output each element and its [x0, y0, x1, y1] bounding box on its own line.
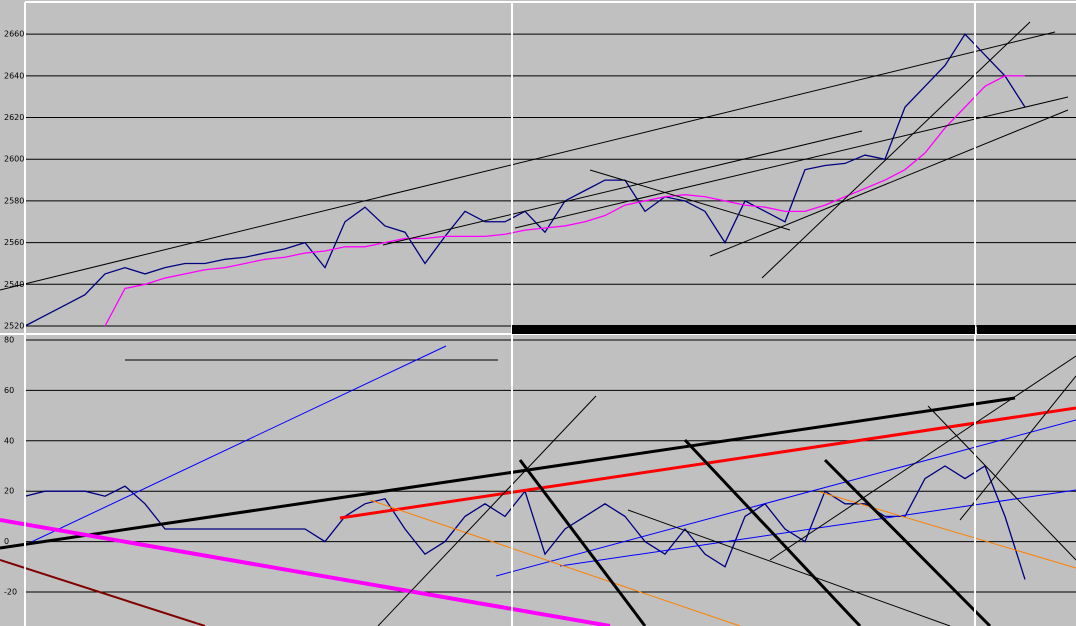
time-axis-strip	[512, 325, 975, 334]
trend-line	[819, 491, 1076, 569]
trend-line	[823, 458, 992, 626]
trend-line	[959, 375, 1076, 521]
trend-lines	[0, 21, 1076, 626]
y-tick-label: 2660	[4, 30, 24, 39]
trend-line	[382, 130, 863, 246]
y-tick-label: 20	[4, 487, 14, 496]
trend-line	[927, 405, 1076, 561]
time-axis-strip	[977, 325, 1076, 334]
y-tick-label: 2600	[4, 155, 24, 164]
series-line	[104, 75, 1025, 327]
y-tick-label: 40	[4, 436, 14, 445]
y-tick-label: 0	[4, 537, 9, 546]
trend-line	[0, 518, 611, 626]
trend-line	[683, 438, 862, 626]
y-tick-label: 2580	[4, 196, 24, 205]
trend-line	[769, 355, 1076, 561]
price-panel: 2520 2540 2560 2580 2600 2620 2640 2660	[4, 30, 1076, 331]
trend-line	[0, 559, 206, 626]
trend-line	[495, 419, 1076, 577]
y-tick-label: 2520	[4, 322, 24, 331]
trend-line	[518, 459, 647, 626]
y-tick-label: 2540	[4, 280, 24, 289]
y-tick-label: 2620	[4, 113, 24, 122]
trend-line	[627, 509, 951, 626]
y-tick-label: 60	[4, 386, 14, 395]
trend-line	[761, 21, 1031, 279]
trend-line	[369, 499, 741, 626]
y-tick-label: 2560	[4, 238, 24, 247]
trend-line	[0, 31, 1056, 291]
trend-line	[709, 109, 1069, 257]
trend-line	[589, 169, 791, 231]
y-tick-label: 2640	[4, 71, 24, 80]
trend-line	[377, 395, 597, 626]
y-tick-label: 80	[4, 336, 14, 345]
trend-line	[0, 396, 1016, 550]
trend-line	[24, 345, 447, 546]
y-tick-label: -20	[4, 587, 17, 596]
